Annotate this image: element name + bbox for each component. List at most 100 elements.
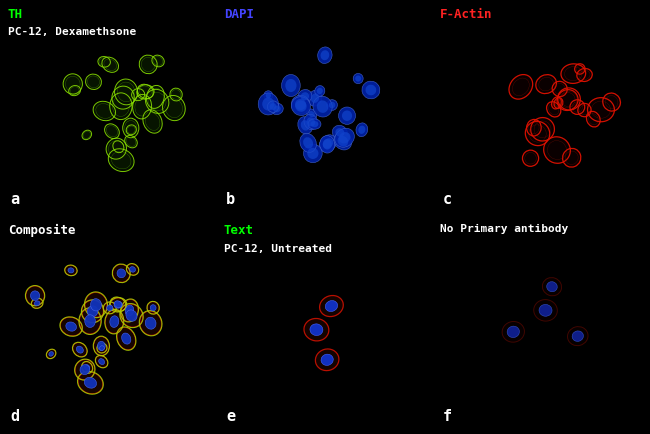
Ellipse shape [31, 298, 43, 308]
Ellipse shape [264, 91, 273, 100]
Text: d: d [10, 409, 19, 424]
Ellipse shape [335, 128, 345, 137]
Ellipse shape [79, 308, 101, 335]
Ellipse shape [98, 56, 110, 67]
Ellipse shape [525, 122, 550, 146]
Ellipse shape [129, 266, 135, 272]
Ellipse shape [588, 98, 614, 122]
Ellipse shape [116, 327, 136, 350]
Ellipse shape [353, 73, 363, 84]
Ellipse shape [317, 88, 323, 94]
Ellipse shape [300, 133, 317, 152]
Ellipse shape [31, 291, 40, 300]
Ellipse shape [136, 85, 154, 99]
Ellipse shape [358, 125, 365, 134]
Ellipse shape [126, 263, 138, 275]
Ellipse shape [557, 90, 578, 110]
Ellipse shape [123, 118, 139, 138]
Ellipse shape [114, 79, 138, 105]
Ellipse shape [267, 101, 279, 112]
Ellipse shape [139, 86, 151, 97]
Ellipse shape [149, 88, 162, 105]
Ellipse shape [77, 372, 103, 394]
Ellipse shape [334, 132, 352, 150]
Ellipse shape [153, 56, 162, 66]
Text: a: a [10, 193, 19, 207]
Text: f: f [443, 409, 452, 424]
Ellipse shape [271, 103, 283, 115]
Ellipse shape [170, 88, 182, 101]
Ellipse shape [25, 286, 45, 306]
Ellipse shape [139, 311, 162, 336]
Ellipse shape [320, 135, 335, 153]
Ellipse shape [281, 75, 300, 96]
Ellipse shape [120, 299, 138, 322]
Ellipse shape [543, 137, 570, 163]
Ellipse shape [131, 89, 145, 101]
Ellipse shape [76, 346, 83, 353]
Ellipse shape [133, 94, 151, 119]
Ellipse shape [70, 87, 79, 95]
Ellipse shape [112, 96, 129, 116]
Ellipse shape [110, 93, 132, 120]
Ellipse shape [325, 301, 337, 312]
Ellipse shape [75, 359, 95, 380]
Ellipse shape [308, 119, 321, 129]
Ellipse shape [362, 81, 380, 99]
Ellipse shape [311, 93, 319, 103]
Ellipse shape [109, 149, 134, 171]
Ellipse shape [162, 95, 185, 121]
Ellipse shape [552, 81, 567, 97]
Ellipse shape [318, 47, 332, 63]
Ellipse shape [309, 111, 315, 117]
Ellipse shape [112, 264, 130, 283]
Ellipse shape [273, 105, 281, 112]
Ellipse shape [337, 136, 348, 146]
Ellipse shape [84, 365, 90, 370]
Ellipse shape [114, 142, 123, 151]
Ellipse shape [542, 278, 562, 296]
Ellipse shape [342, 111, 352, 121]
Ellipse shape [323, 138, 333, 148]
Ellipse shape [572, 331, 584, 342]
Ellipse shape [135, 97, 150, 116]
Ellipse shape [110, 316, 119, 327]
Ellipse shape [304, 144, 322, 163]
Ellipse shape [94, 336, 109, 356]
Ellipse shape [82, 130, 92, 140]
Ellipse shape [165, 99, 183, 118]
Ellipse shape [298, 117, 313, 134]
Ellipse shape [60, 317, 83, 336]
Ellipse shape [547, 282, 557, 292]
Ellipse shape [266, 93, 271, 99]
Ellipse shape [103, 302, 116, 314]
Ellipse shape [126, 125, 136, 135]
Ellipse shape [150, 305, 156, 311]
Ellipse shape [110, 297, 126, 311]
Ellipse shape [291, 97, 311, 115]
Ellipse shape [117, 82, 135, 102]
Ellipse shape [114, 301, 122, 308]
Ellipse shape [82, 362, 93, 373]
Ellipse shape [120, 303, 143, 328]
Ellipse shape [109, 141, 124, 157]
Ellipse shape [509, 75, 532, 99]
Ellipse shape [146, 85, 164, 108]
Ellipse shape [143, 110, 162, 133]
Ellipse shape [86, 74, 101, 89]
Ellipse shape [139, 86, 152, 97]
Ellipse shape [63, 74, 83, 94]
Ellipse shape [87, 306, 98, 317]
Ellipse shape [84, 315, 96, 328]
Ellipse shape [315, 349, 339, 371]
Ellipse shape [34, 301, 40, 306]
Ellipse shape [561, 64, 586, 83]
Ellipse shape [46, 349, 56, 358]
Ellipse shape [65, 265, 77, 276]
Ellipse shape [310, 324, 323, 335]
Ellipse shape [93, 101, 116, 121]
Ellipse shape [84, 292, 107, 318]
Ellipse shape [270, 103, 276, 110]
Ellipse shape [125, 305, 134, 316]
Text: TH: TH [8, 7, 23, 20]
